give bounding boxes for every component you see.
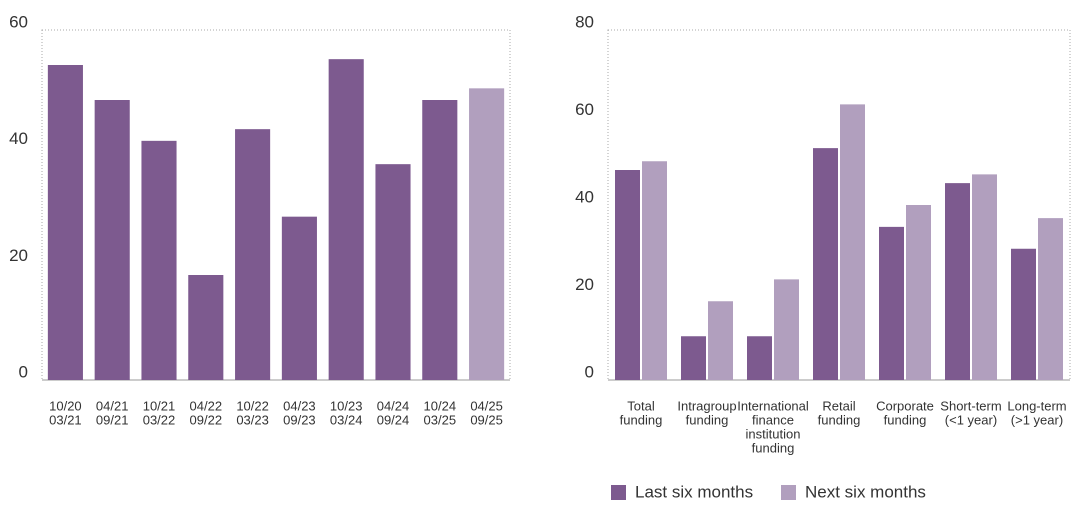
x-tick-label: Short-term — [940, 398, 1001, 413]
y-tick-label: 40 — [575, 187, 594, 206]
x-tick-label: 09/25 — [470, 412, 503, 427]
bar — [422, 100, 458, 380]
x-tick-label: 09/22 — [190, 412, 223, 427]
bar — [141, 140, 177, 380]
bar — [328, 59, 364, 381]
bar — [840, 104, 865, 380]
x-tick-label: 09/23 — [283, 412, 316, 427]
y-tick-label: 20 — [9, 246, 28, 265]
bar — [47, 65, 83, 380]
bar — [813, 148, 838, 380]
bar — [747, 336, 772, 380]
x-tick-label: 10/20 — [49, 398, 82, 413]
x-tick-label: funding — [620, 412, 663, 427]
bar — [1038, 218, 1063, 380]
x-tick-label: funding — [752, 440, 795, 455]
bar — [375, 164, 411, 380]
x-tick-label: finance — [752, 412, 794, 427]
plot-frame — [607, 29, 1071, 381]
bar — [469, 88, 505, 380]
x-tick-label: Total — [627, 398, 655, 413]
x-tick-label: 04/21 — [96, 398, 129, 413]
x-tick-label: 04/23 — [283, 398, 316, 413]
x-tick-label: (<1 year) — [945, 412, 997, 427]
x-tick-label: funding — [884, 412, 927, 427]
bar — [906, 205, 931, 380]
x-tick-label: 03/24 — [330, 412, 363, 427]
y-tick-label: 80 — [575, 12, 594, 31]
legend-swatch — [611, 485, 626, 500]
bar — [708, 301, 733, 380]
legend-label: Last six months — [635, 482, 753, 501]
bar — [281, 216, 317, 380]
x-tick-label: funding — [686, 412, 729, 427]
x-tick-label: 09/24 — [377, 412, 410, 427]
bar — [972, 174, 997, 380]
x-tick-label: 03/22 — [143, 412, 176, 427]
bar — [774, 279, 799, 380]
x-tick-label: 04/25 — [470, 398, 503, 413]
bar — [681, 336, 706, 380]
bar — [235, 129, 271, 380]
x-tick-label: International — [737, 398, 809, 413]
bar — [945, 183, 970, 380]
x-tick-label: 10/21 — [143, 398, 176, 413]
x-tick-label: 10/23 — [330, 398, 363, 413]
legend-swatch — [781, 485, 796, 500]
y-tick-label: 60 — [9, 12, 28, 31]
y-tick-label: 0 — [585, 362, 594, 381]
bar — [94, 100, 130, 380]
bar — [188, 275, 224, 380]
x-tick-label: institution — [746, 426, 801, 441]
x-tick-label: 10/22 — [236, 398, 269, 413]
x-tick-label: (>1 year) — [1011, 412, 1063, 427]
plot-frame — [41, 29, 511, 381]
bar — [1011, 248, 1036, 380]
x-tick-label: funding — [818, 412, 861, 427]
y-tick-label: 60 — [575, 100, 594, 119]
x-tick-label: 03/21 — [49, 412, 82, 427]
y-tick-label: 20 — [575, 275, 594, 294]
x-tick-label: 04/22 — [190, 398, 223, 413]
x-tick-label: 03/23 — [236, 412, 269, 427]
y-tick-label: 0 — [19, 362, 28, 381]
bar — [879, 226, 904, 380]
x-tick-label: Retail — [822, 398, 855, 413]
x-tick-label: Intragroup — [677, 398, 736, 413]
bar — [615, 170, 640, 380]
x-tick-label: 10/24 — [424, 398, 457, 413]
legend-label: Next six months — [805, 482, 926, 501]
bar — [642, 161, 667, 380]
x-tick-label: 03/25 — [424, 412, 457, 427]
x-tick-label: Corporate — [876, 398, 934, 413]
x-tick-label: Long-term — [1007, 398, 1066, 413]
x-tick-label: 04/24 — [377, 398, 410, 413]
x-tick-label: 09/21 — [96, 412, 129, 427]
y-tick-label: 40 — [9, 129, 28, 148]
